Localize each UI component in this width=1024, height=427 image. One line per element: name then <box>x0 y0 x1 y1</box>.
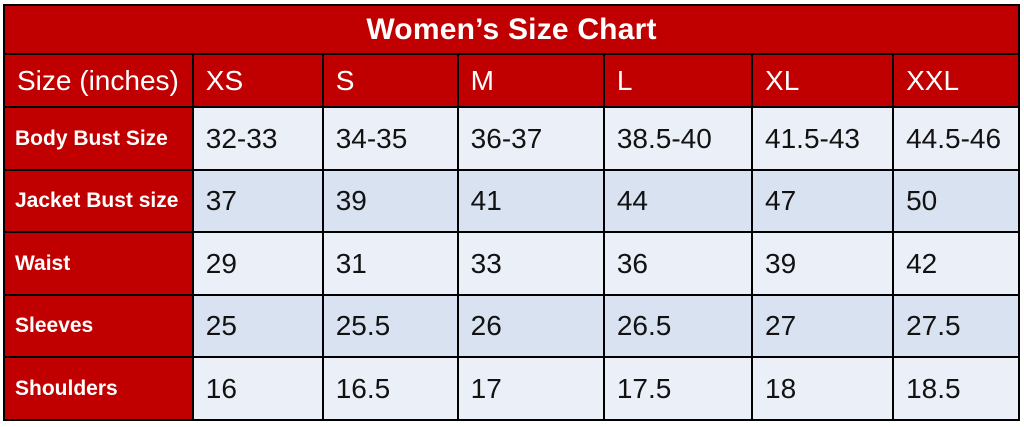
value-cell: 18.5 <box>892 356 1020 421</box>
value-cell: 16.5 <box>321 356 459 421</box>
table-row-jacket-bust: Jacket Bust size 37 39 41 44 47 50 <box>3 168 1020 234</box>
value-cell: 31 <box>321 231 459 296</box>
table-row-sleeves: Sleeves 25 25.5 26 26.5 27 27.5 <box>3 293 1020 359</box>
table-row-shoulders: Shoulders 16 16.5 17 17.5 18 18.5 <box>3 356 1020 421</box>
size-header-row: Size (inches) XS S M L XL XXL <box>3 53 1020 109</box>
value-cell: 36-37 <box>456 106 605 171</box>
value-cell: 44 <box>602 168 754 234</box>
row-label-jacket-bust: Jacket Bust size <box>3 168 194 234</box>
value-cell: 16 <box>191 356 324 421</box>
value-cell: 34-35 <box>321 106 459 171</box>
value-cell: 39 <box>751 231 895 296</box>
value-cell: 41 <box>456 168 605 234</box>
value-cell: 17 <box>456 356 605 421</box>
row-label-sleeves: Sleeves <box>3 293 194 359</box>
row-label-shoulders: Shoulders <box>3 356 194 421</box>
row-label-body-bust: Body Bust Size <box>3 106 194 171</box>
column-header-m: M <box>456 53 605 109</box>
value-cell: 42 <box>892 231 1020 296</box>
column-header-l: L <box>602 53 754 109</box>
size-chart-table: Women’s Size Chart Size (inches) XS S M … <box>3 3 1020 421</box>
table-row-waist: Waist 29 31 33 36 39 42 <box>3 231 1020 296</box>
row-label-waist: Waist <box>3 231 194 296</box>
value-cell: 39 <box>321 168 459 234</box>
value-cell: 26 <box>456 293 605 359</box>
corner-header-size-inches: Size (inches) <box>3 53 194 109</box>
value-cell: 36 <box>602 231 754 296</box>
column-header-xxl: XXL <box>892 53 1020 109</box>
title-row: Women’s Size Chart <box>3 3 1020 56</box>
value-cell: 27.5 <box>892 293 1020 359</box>
value-cell: 29 <box>191 231 324 296</box>
column-header-xs: XS <box>191 53 324 109</box>
value-cell: 38.5-40 <box>602 106 754 171</box>
table-row-body-bust: Body Bust Size 32-33 34-35 36-37 38.5-40… <box>3 106 1020 171</box>
value-cell: 32-33 <box>191 106 324 171</box>
value-cell: 47 <box>751 168 895 234</box>
value-cell: 33 <box>456 231 605 296</box>
value-cell: 25.5 <box>321 293 459 359</box>
value-cell: 18 <box>751 356 895 421</box>
value-cell: 27 <box>751 293 895 359</box>
value-cell: 37 <box>191 168 324 234</box>
value-cell: 50 <box>892 168 1020 234</box>
value-cell: 41.5-43 <box>751 106 895 171</box>
column-header-s: S <box>321 53 459 109</box>
value-cell: 26.5 <box>602 293 754 359</box>
value-cell: 25 <box>191 293 324 359</box>
column-header-xl: XL <box>751 53 895 109</box>
chart-title: Women’s Size Chart <box>3 3 1020 56</box>
value-cell: 44.5-46 <box>892 106 1020 171</box>
value-cell: 17.5 <box>602 356 754 421</box>
